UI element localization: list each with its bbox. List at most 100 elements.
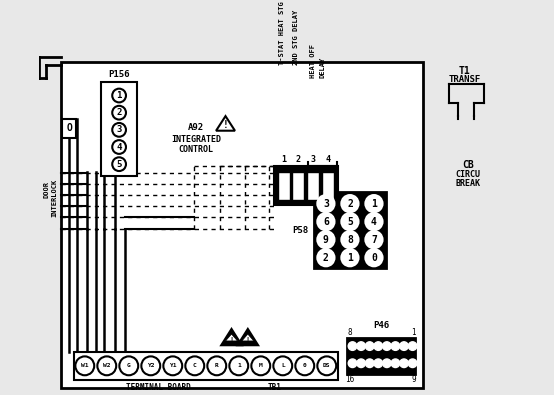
- Circle shape: [366, 359, 374, 367]
- Circle shape: [252, 356, 270, 375]
- Text: DELAY: DELAY: [320, 56, 326, 77]
- Circle shape: [295, 356, 314, 375]
- Circle shape: [112, 123, 126, 137]
- Circle shape: [317, 195, 335, 212]
- Bar: [322, 172, 334, 200]
- Text: L: L: [281, 363, 285, 368]
- Polygon shape: [238, 329, 258, 345]
- Text: G: G: [127, 363, 131, 368]
- Text: W2: W2: [103, 363, 111, 368]
- Circle shape: [408, 359, 417, 367]
- Text: DOOR: DOOR: [43, 181, 49, 198]
- Text: 7: 7: [371, 235, 377, 245]
- Text: 2ND STG DELAY: 2ND STG DELAY: [293, 9, 299, 65]
- Circle shape: [163, 356, 182, 375]
- Circle shape: [317, 213, 335, 230]
- Circle shape: [374, 359, 383, 367]
- Text: TERMINAL BOARD: TERMINAL BOARD: [126, 383, 191, 392]
- Text: 2: 2: [323, 253, 329, 263]
- Text: INTEGRATED: INTEGRATED: [171, 135, 222, 144]
- Circle shape: [366, 213, 383, 230]
- Circle shape: [273, 356, 292, 375]
- Text: 1: 1: [116, 91, 122, 100]
- Text: P156: P156: [109, 70, 130, 79]
- Text: Y1: Y1: [169, 363, 177, 368]
- Text: 1: 1: [281, 154, 286, 164]
- Circle shape: [366, 195, 383, 212]
- Text: 8: 8: [347, 235, 353, 245]
- Circle shape: [141, 356, 160, 375]
- Text: INTERLOCK: INTERLOCK: [51, 179, 57, 217]
- Text: Y2: Y2: [147, 363, 155, 368]
- Text: !: !: [246, 337, 250, 343]
- Circle shape: [112, 88, 126, 102]
- Circle shape: [374, 342, 383, 350]
- Text: P58: P58: [292, 226, 308, 235]
- Text: T-STAT HEAT STG: T-STAT HEAT STG: [279, 1, 285, 65]
- Text: 1: 1: [347, 253, 353, 263]
- Circle shape: [207, 356, 226, 375]
- Circle shape: [357, 359, 366, 367]
- Text: 0: 0: [303, 363, 307, 368]
- Circle shape: [112, 106, 126, 120]
- Circle shape: [399, 359, 408, 367]
- Bar: [74, 352, 338, 380]
- Polygon shape: [225, 334, 238, 341]
- Text: 3: 3: [311, 154, 316, 164]
- Text: 2: 2: [116, 108, 122, 117]
- Text: 4: 4: [325, 154, 330, 164]
- Circle shape: [383, 359, 391, 367]
- Circle shape: [341, 249, 358, 266]
- Text: 5: 5: [116, 160, 122, 169]
- Circle shape: [357, 342, 366, 350]
- Bar: [101, 82, 137, 176]
- Circle shape: [317, 356, 336, 375]
- Text: 3: 3: [116, 125, 122, 134]
- Text: 8: 8: [347, 328, 352, 337]
- Text: 9: 9: [411, 375, 416, 384]
- Bar: [346, 337, 415, 374]
- Text: O: O: [66, 123, 72, 133]
- Text: P46: P46: [373, 321, 389, 330]
- Text: 1: 1: [411, 328, 416, 337]
- Circle shape: [366, 249, 383, 266]
- Text: CIRCU: CIRCU: [456, 170, 481, 179]
- Circle shape: [317, 249, 335, 266]
- Polygon shape: [221, 329, 242, 345]
- Text: W1: W1: [81, 363, 89, 368]
- Circle shape: [317, 231, 335, 248]
- Text: !: !: [223, 120, 228, 130]
- Bar: [307, 172, 319, 200]
- Bar: [63, 118, 76, 137]
- Bar: [314, 192, 386, 268]
- Text: M: M: [259, 363, 263, 368]
- Text: 4: 4: [116, 143, 122, 152]
- Circle shape: [186, 356, 204, 375]
- Circle shape: [366, 342, 374, 350]
- Text: 4: 4: [371, 217, 377, 227]
- Text: 1: 1: [237, 363, 240, 368]
- Circle shape: [348, 342, 357, 350]
- Text: CONTROL: CONTROL: [179, 145, 214, 154]
- Text: 0: 0: [371, 253, 377, 263]
- Circle shape: [112, 157, 126, 171]
- Bar: [278, 172, 290, 200]
- Text: HEAT OFF: HEAT OFF: [310, 43, 316, 77]
- Circle shape: [408, 342, 417, 350]
- Text: !: !: [229, 337, 234, 343]
- Bar: [274, 166, 338, 205]
- Text: CB: CB: [463, 160, 474, 170]
- Text: A92: A92: [188, 123, 204, 132]
- Text: TRANSF: TRANSF: [449, 75, 481, 84]
- Text: C: C: [193, 363, 197, 368]
- Text: 2: 2: [347, 199, 353, 209]
- Polygon shape: [242, 334, 254, 341]
- Circle shape: [75, 356, 94, 375]
- Circle shape: [341, 231, 358, 248]
- Circle shape: [341, 195, 358, 212]
- Circle shape: [341, 213, 358, 230]
- Text: 16: 16: [345, 375, 355, 384]
- Circle shape: [229, 356, 248, 375]
- Text: DS: DS: [323, 363, 331, 368]
- Circle shape: [391, 342, 399, 350]
